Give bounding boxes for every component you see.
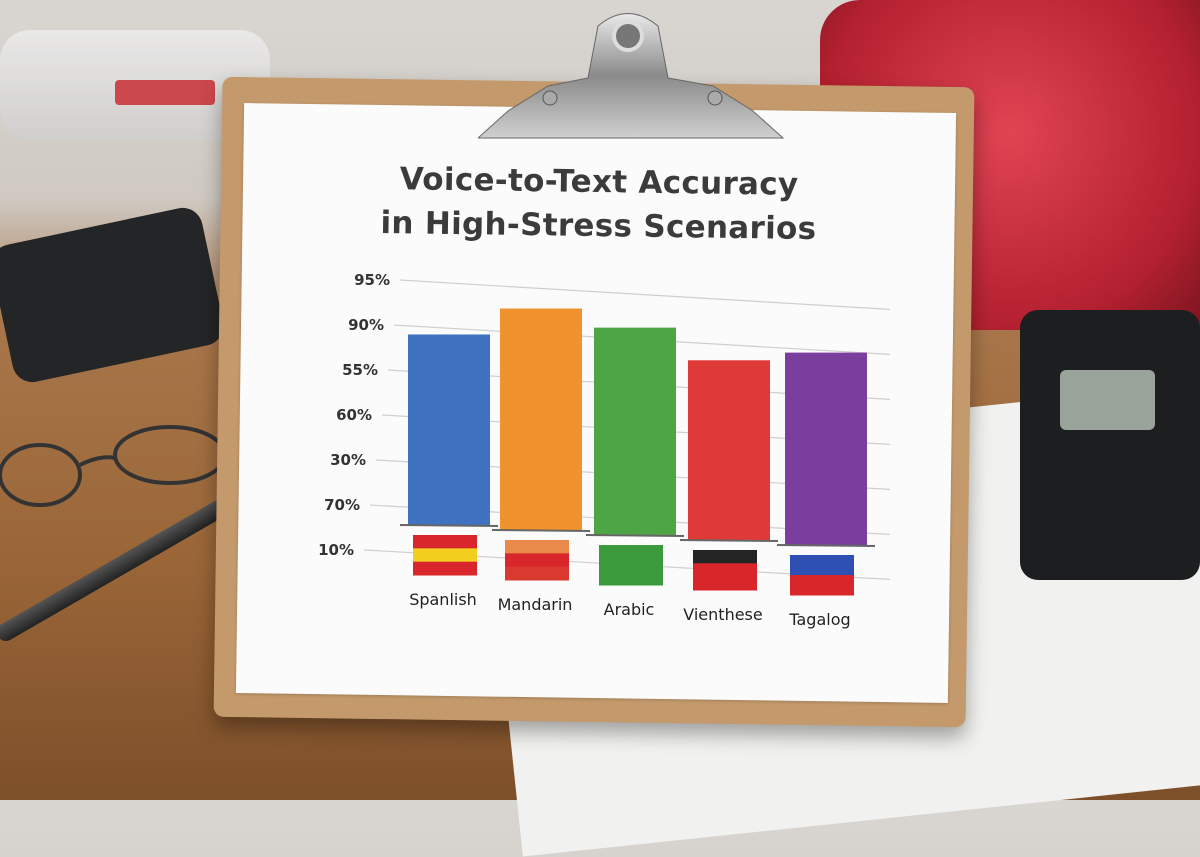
- china-flag-icon: [505, 540, 569, 581]
- flag-stripe: [693, 563, 757, 578]
- flag-stripe: [505, 540, 569, 554]
- flag-stripe: [413, 535, 477, 549]
- y-tick-label: 10%: [318, 541, 354, 559]
- flag-stripe: [693, 576, 757, 591]
- bar-tagalog: [785, 352, 867, 545]
- bar-spanlish: [408, 334, 490, 525]
- bar-vienthese: [688, 360, 770, 540]
- bar-baseline: [399, 524, 499, 527]
- bar-arabic: [594, 327, 676, 535]
- x-tick-label: Vienthese: [683, 605, 762, 624]
- gridline: [399, 279, 891, 310]
- y-tick-label: 90%: [348, 316, 384, 334]
- flag-stripe: [505, 553, 569, 568]
- germany-flag-icon: [693, 550, 757, 591]
- flag-stripe: [599, 545, 663, 586]
- x-tick-label: Spanlish: [409, 590, 477, 609]
- flag-stripe: [505, 566, 569, 581]
- walkie-talkie: [1020, 310, 1200, 580]
- bar-mandarin: [500, 308, 582, 530]
- bar-baseline: [491, 529, 591, 532]
- flag-stripe: [790, 555, 854, 576]
- x-tick-label: Mandarin: [498, 595, 573, 614]
- y-tick-label: 95%: [354, 271, 390, 289]
- y-tick-label: 30%: [330, 451, 366, 469]
- clipboard-clip-icon: [478, 13, 785, 139]
- vehicle-light: [115, 80, 215, 105]
- bar-chart: 95% 90% 55% 60% 30% 70% 10% Spanlish Mandarin Ara…: [318, 271, 891, 629]
- y-tick-label: 55%: [342, 361, 378, 379]
- bar-baseline: [585, 534, 685, 537]
- green-flag-icon: [599, 545, 663, 586]
- flag-stripe: [413, 548, 477, 563]
- bar-baseline: [679, 539, 779, 542]
- y-tick-label: 60%: [336, 406, 372, 424]
- x-tick-label: Arabic: [604, 600, 655, 619]
- flag-stripe: [413, 561, 477, 576]
- y-tick-label: 70%: [324, 496, 360, 514]
- flag-stripe: [790, 575, 854, 596]
- philippines-flag-icon: [790, 555, 854, 596]
- bar-baseline: [776, 544, 876, 547]
- flag-stripe: [693, 550, 757, 564]
- walkie-talkie-screen: [1060, 370, 1155, 430]
- spain-flag-icon: [413, 535, 477, 576]
- x-tick-label: Tagalog: [788, 610, 850, 629]
